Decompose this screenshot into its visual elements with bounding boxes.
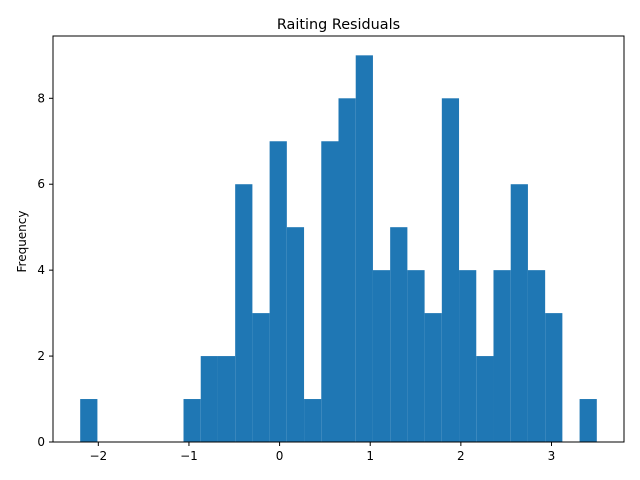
histogram-bar: [545, 313, 563, 442]
histogram-bar: [424, 313, 442, 442]
histogram-bar: [321, 141, 339, 442]
y-tick-label: 0: [37, 435, 45, 449]
histogram-bar: [183, 399, 201, 442]
y-tick-label: 6: [37, 177, 45, 191]
histogram-bar: [527, 270, 546, 442]
x-tick-label: 2: [457, 449, 465, 463]
chart-title: Raiting Residuals: [277, 17, 400, 33]
y-axis-ticks: 0 2 4 6 8: [37, 91, 53, 449]
histogram-bar: [441, 98, 460, 442]
histogram-bar: [200, 356, 218, 442]
histogram-bar: [252, 313, 270, 442]
histogram-bar: [338, 98, 356, 442]
histogram-bar: [235, 184, 253, 442]
x-axis-ticks: −2 −1 0 1 2 3: [89, 442, 555, 463]
y-axis-label: Frequency: [15, 211, 29, 273]
histogram-bar: [80, 399, 98, 442]
histogram-bar: [217, 356, 236, 442]
histogram-bar: [510, 184, 528, 442]
histogram-bar: [355, 55, 373, 442]
histogram-bar: [493, 270, 511, 442]
y-tick-label: 2: [37, 349, 45, 363]
histogram-bar: [304, 399, 322, 442]
histogram-bar: [407, 270, 425, 442]
histogram-bar: [476, 356, 494, 442]
y-tick-label: 8: [37, 91, 45, 105]
x-tick-label: 0: [276, 449, 284, 463]
histogram-bar: [372, 270, 391, 442]
x-tick-label: 1: [366, 449, 374, 463]
x-tick-label: −2: [89, 449, 107, 463]
bars-group: [80, 55, 597, 442]
x-tick-label: 3: [548, 449, 556, 463]
x-tick-label: −1: [180, 449, 198, 463]
histogram-bar: [269, 141, 287, 442]
histogram-bar: [459, 270, 477, 442]
histogram-bar: [390, 227, 408, 442]
plot-frame: [52, 35, 625, 443]
y-tick-label: 4: [37, 263, 45, 277]
histogram-bar: [579, 399, 597, 442]
histogram-bar: [286, 227, 305, 442]
